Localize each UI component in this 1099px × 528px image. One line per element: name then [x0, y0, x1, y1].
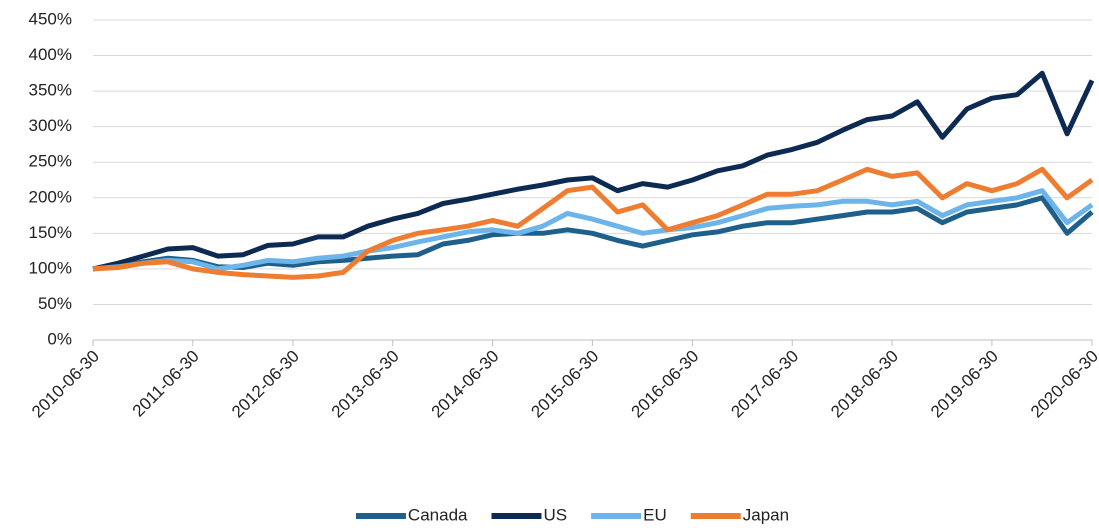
series-line: [92, 188, 1094, 272]
x-tick-label: 2020-06-30: [1027, 347, 1099, 422]
legend-label: Japan: [743, 505, 789, 524]
y-tick-label: 250%: [29, 152, 72, 171]
x-tick-label: 2012-06-30: [228, 347, 303, 422]
x-tick-label: 2013-06-30: [328, 347, 403, 422]
x-tick-label: 2018-06-30: [827, 347, 902, 422]
x-tick-label: 2014-06-30: [428, 347, 503, 422]
legend-label: US: [543, 505, 567, 524]
y-tick-label: 0%: [47, 329, 72, 348]
legend-label: EU: [643, 505, 667, 524]
y-tick-label: 350%: [29, 81, 72, 100]
y-tick-label: 400%: [29, 45, 72, 64]
x-tick-label: 2017-06-30: [727, 347, 802, 422]
y-tick-label: 100%: [29, 258, 72, 277]
y-tick-label: 300%: [29, 116, 72, 135]
x-tick-label: 2015-06-30: [527, 347, 602, 422]
y-tick-label: 150%: [29, 223, 72, 242]
series-line: [92, 195, 1094, 272]
y-tick-label: 200%: [29, 187, 72, 206]
x-tick-label: 2019-06-30: [927, 347, 1002, 422]
y-tick-label: 450%: [29, 9, 72, 28]
series-line: [92, 166, 1094, 280]
x-tick-label: 2016-06-30: [628, 347, 703, 422]
legend: Canada US EU Japan: [355, 505, 789, 524]
x-tick-label: 2010-06-30: [28, 347, 103, 422]
y-tick-label: 50%: [38, 294, 72, 313]
legend-label: Canada: [408, 505, 468, 524]
x-tick-label: 2011-06-30: [129, 347, 203, 421]
series-line: [92, 70, 1095, 272]
